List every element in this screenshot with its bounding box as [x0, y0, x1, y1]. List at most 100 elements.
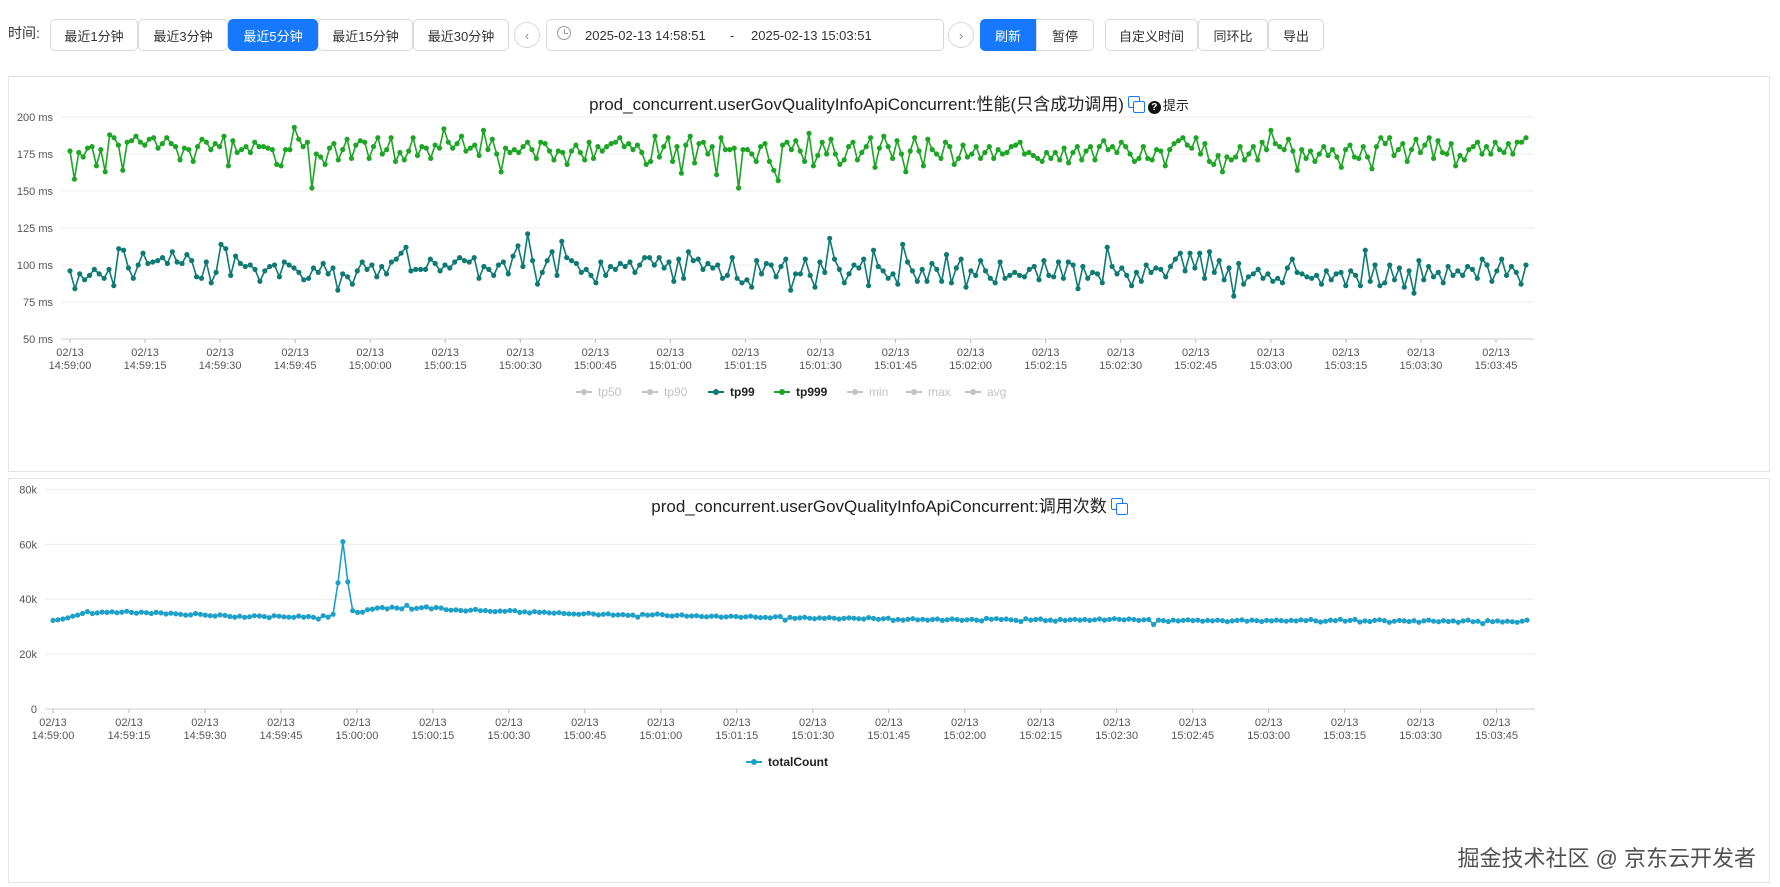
- range-5min-button[interactable]: 最近5分钟: [228, 19, 318, 51]
- data-point-tp999: [1017, 139, 1023, 145]
- data-point-tp999: [920, 163, 927, 169]
- data-point-tp99: [530, 258, 536, 264]
- range-15min-button[interactable]: 最近15分钟: [318, 19, 413, 51]
- x-tick-time: 14:59:15: [124, 360, 167, 372]
- y-tick-label: 150 ms: [17, 186, 54, 198]
- data-point-tp99: [729, 255, 735, 261]
- legend-item-tp99[interactable]: tp99: [708, 385, 755, 399]
- data-point-tp999: [309, 185, 315, 191]
- data-point-tp999: [969, 151, 975, 157]
- data-point-tp999: [124, 139, 130, 145]
- data-point-tp99: [432, 260, 438, 267]
- data-point-tp999: [841, 157, 847, 163]
- data-point-tp99: [948, 280, 955, 286]
- data-point-totalCount: [1460, 618, 1466, 624]
- data-point-tp999: [793, 138, 799, 144]
- data-point-tp99: [812, 284, 818, 290]
- data-point-totalCount: [1440, 618, 1447, 624]
- count-title-text: prod_concurrent.userGovQualityInfoApiCon…: [651, 497, 1107, 516]
- data-point-tp99: [671, 278, 677, 284]
- legend-item-tp999[interactable]: tp999: [774, 385, 828, 399]
- data-point-tp999: [520, 144, 526, 150]
- data-point-tp99: [383, 271, 390, 277]
- data-point-tp999: [1290, 148, 1296, 154]
- pause-button[interactable]: 暂停: [1036, 19, 1094, 51]
- question-icon[interactable]: ?: [1147, 101, 1161, 114]
- data-point-tp99: [164, 260, 170, 267]
- legend-item-max[interactable]: max: [906, 385, 951, 399]
- compare-button[interactable]: 同环比: [1198, 19, 1268, 51]
- data-point-totalCount: [674, 612, 680, 618]
- data-point-tp999: [1277, 144, 1283, 150]
- x-tick-date: 02/13: [1032, 347, 1060, 359]
- data-point-totalCount: [590, 611, 597, 617]
- data-point-tp999: [903, 169, 909, 175]
- data-point-totalCount: [787, 614, 793, 620]
- data-point-totalCount: [1047, 617, 1053, 623]
- data-point-tp99: [335, 287, 341, 293]
- copy-icon[interactable]: [1127, 96, 1145, 113]
- data-point-totalCount: [1494, 618, 1501, 624]
- series-line-totalCount: [52, 540, 1528, 626]
- data-point-tp999: [709, 144, 715, 150]
- data-point-tp99: [851, 262, 857, 268]
- data-point-tp999: [296, 136, 302, 142]
- data-point-totalCount: [1072, 616, 1078, 622]
- data-point-totalCount: [188, 612, 194, 618]
- data-point-tp99: [943, 252, 950, 258]
- legend-item-totalCount[interactable]: totalCount: [746, 755, 828, 769]
- data-point-tp99: [1192, 265, 1198, 271]
- copy-icon[interactable]: [1110, 498, 1128, 515]
- legend-item-avg[interactable]: avg: [965, 385, 1006, 399]
- legend-item-min[interactable]: min: [847, 385, 888, 399]
- custom-time-button[interactable]: 自定义时间: [1105, 19, 1198, 51]
- next-range-button[interactable]: ›: [948, 22, 974, 48]
- chevron-right-icon: ›: [958, 27, 964, 43]
- data-point-tp99: [369, 262, 375, 268]
- data-point-tp999: [1211, 161, 1217, 167]
- data-point-tp999: [894, 138, 900, 144]
- data-point-totalCount: [409, 606, 415, 612]
- x-tick-time: 15:02:30: [1095, 730, 1138, 742]
- x-tick-date: 02/13: [875, 717, 903, 729]
- data-point-totalCount: [1205, 617, 1211, 623]
- data-point-totalCount: [1278, 618, 1284, 624]
- data-point-tp99: [1197, 250, 1203, 256]
- range-3min-button[interactable]: 最近3分钟: [138, 19, 228, 51]
- x-tick-date: 02/13: [56, 347, 84, 359]
- data-point-totalCount: [168, 610, 174, 616]
- data-point-tp999: [1070, 149, 1076, 156]
- data-point-tp999: [1417, 149, 1423, 156]
- data-point-tp99: [1046, 272, 1052, 278]
- data-point-tp99: [666, 259, 672, 265]
- time-range-picker[interactable]: 2025-02-13 14:58:51 - 2025-02-13 15:03:5…: [546, 19, 944, 51]
- legend-item-tp90[interactable]: tp90: [642, 385, 688, 399]
- range-1min-button[interactable]: 最近1分钟: [50, 19, 138, 51]
- data-point-tp99: [1391, 277, 1398, 283]
- data-point-totalCount: [1391, 618, 1397, 624]
- y-tick-label: 175 ms: [17, 149, 54, 161]
- x-tick-time: 15:03:15: [1324, 360, 1367, 372]
- data-point-totalCount: [1018, 618, 1024, 625]
- data-point-tp99: [695, 256, 701, 262]
- data-point-totalCount: [699, 613, 705, 620]
- data-point-tp999: [93, 163, 99, 169]
- data-point-totalCount: [183, 612, 189, 618]
- data-point-tp999: [788, 147, 795, 153]
- data-point-totalCount: [286, 614, 292, 620]
- data-point-tp99: [739, 280, 745, 286]
- data-point-totalCount: [222, 612, 228, 618]
- data-point-tp999: [212, 141, 218, 147]
- range-30min-button[interactable]: 最近30分钟: [413, 19, 509, 51]
- data-point-totalCount: [1524, 617, 1530, 623]
- legend-item-tp50[interactable]: tp50: [576, 385, 622, 399]
- data-point-tp999: [1074, 144, 1080, 150]
- export-button[interactable]: 导出: [1268, 19, 1324, 51]
- data-point-tp99: [1328, 277, 1334, 283]
- hint-label[interactable]: 提示: [1162, 98, 1189, 113]
- refresh-button[interactable]: 刷新: [980, 19, 1036, 51]
- prev-range-button[interactable]: ‹: [514, 22, 540, 48]
- x-tick-time: 15:00:00: [349, 360, 392, 372]
- data-point-totalCount: [1445, 618, 1451, 625]
- data-point-tp999: [260, 144, 267, 150]
